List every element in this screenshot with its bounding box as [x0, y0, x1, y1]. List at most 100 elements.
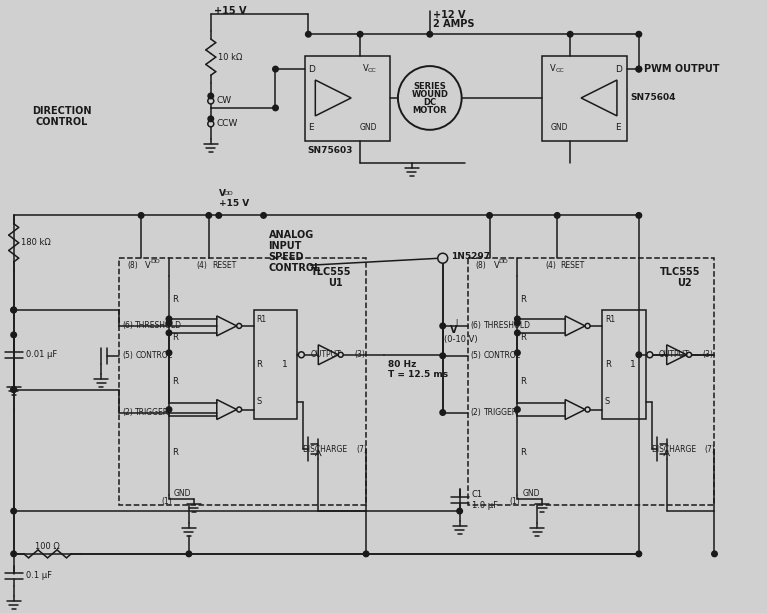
Text: MOTOR: MOTOR [413, 107, 447, 115]
Circle shape [568, 31, 573, 37]
Circle shape [216, 213, 222, 218]
Circle shape [138, 213, 144, 218]
Text: V: V [363, 64, 369, 72]
Text: R: R [520, 295, 526, 304]
Text: TLC555: TLC555 [660, 267, 700, 277]
Circle shape [357, 31, 363, 37]
Text: SN75603: SN75603 [308, 147, 353, 155]
Circle shape [11, 387, 16, 392]
Text: (1): (1) [509, 497, 520, 506]
Circle shape [515, 350, 520, 356]
Circle shape [338, 352, 343, 357]
Text: GND: GND [174, 489, 192, 498]
Text: OUTPUT: OUTPUT [659, 350, 690, 359]
Circle shape [440, 409, 446, 415]
Circle shape [636, 66, 642, 72]
Circle shape [515, 316, 520, 322]
Text: V: V [145, 261, 151, 270]
Text: R: R [172, 376, 178, 386]
Text: GND: GND [550, 123, 568, 132]
Circle shape [364, 551, 369, 557]
Circle shape [636, 66, 642, 72]
Bar [305, 56, 390, 141]
Text: V: V [449, 325, 457, 335]
Text: (4): (4) [197, 261, 208, 270]
Text: S: S [605, 397, 611, 406]
Text: E: E [308, 123, 314, 132]
Text: (1): (1) [161, 497, 172, 506]
Text: V: V [219, 189, 225, 198]
Circle shape [647, 352, 653, 358]
Text: R: R [172, 448, 178, 457]
Text: (7): (7) [705, 445, 716, 454]
Text: I: I [456, 319, 458, 328]
Text: 1: 1 [630, 360, 636, 369]
Circle shape [457, 508, 463, 514]
Text: CONTROL: CONTROL [35, 117, 87, 127]
Bar [468, 258, 715, 505]
Circle shape [166, 407, 172, 413]
Circle shape [166, 316, 172, 322]
Text: RESET: RESET [212, 261, 236, 270]
Text: CC: CC [368, 67, 377, 72]
Text: DISCHARGE: DISCHARGE [302, 445, 347, 454]
Circle shape [487, 213, 492, 218]
Text: (5): (5) [122, 351, 133, 360]
Text: WOUND: WOUND [411, 91, 448, 99]
Text: C1
1.0 μF: C1 1.0 μF [472, 490, 498, 510]
Bar [422, 91, 438, 105]
Circle shape [555, 213, 560, 218]
Text: (0-10 V): (0-10 V) [444, 335, 477, 345]
Circle shape [585, 324, 590, 329]
Circle shape [11, 551, 16, 557]
Text: R: R [520, 333, 526, 342]
Text: D: D [615, 64, 622, 74]
Text: E: E [615, 123, 621, 132]
Text: V: V [550, 64, 556, 72]
Text: DD: DD [224, 191, 233, 196]
Text: SN75604: SN75604 [631, 93, 676, 102]
Text: S: S [257, 397, 262, 406]
Text: OUTPUT: OUTPUT [311, 350, 341, 359]
Text: (6): (6) [471, 321, 482, 330]
Text: 180 kΩ: 180 kΩ [21, 238, 51, 247]
Text: R1: R1 [605, 316, 615, 324]
Text: R: R [172, 295, 178, 304]
Circle shape [11, 332, 16, 338]
Text: TRIGGER: TRIGGER [483, 408, 518, 417]
Text: CW: CW [217, 96, 232, 105]
Circle shape [11, 508, 16, 514]
Text: R: R [172, 333, 178, 342]
Text: CONTROL: CONTROL [135, 351, 172, 360]
Text: V: V [493, 261, 499, 270]
Circle shape [208, 121, 214, 127]
Circle shape [186, 551, 192, 557]
Text: R: R [520, 376, 526, 386]
Text: CONTROL: CONTROL [268, 263, 321, 273]
Circle shape [273, 66, 278, 72]
Text: 80 Hz: 80 Hz [388, 360, 416, 369]
Text: (2): (2) [122, 408, 133, 417]
Circle shape [440, 323, 446, 329]
Text: +12 V: +12 V [433, 10, 466, 20]
Circle shape [515, 320, 520, 326]
Circle shape [636, 213, 642, 218]
Text: (2): (2) [471, 408, 482, 417]
Circle shape [166, 350, 172, 356]
Circle shape [166, 330, 172, 336]
Text: PWM OUTPUT: PWM OUTPUT [644, 64, 719, 74]
Text: R: R [257, 360, 262, 369]
Text: CCW: CCW [217, 120, 238, 128]
Circle shape [206, 213, 212, 218]
Bar [254, 310, 298, 419]
Circle shape [398, 66, 462, 130]
Text: GND: GND [522, 489, 540, 498]
Circle shape [515, 330, 520, 336]
Bar [542, 56, 627, 141]
Circle shape [515, 407, 520, 413]
Circle shape [11, 307, 16, 313]
Text: 100 Ω: 100 Ω [35, 543, 60, 552]
Text: 0.01 μF: 0.01 μF [25, 350, 57, 359]
Circle shape [11, 387, 16, 392]
Text: (8): (8) [127, 261, 138, 270]
